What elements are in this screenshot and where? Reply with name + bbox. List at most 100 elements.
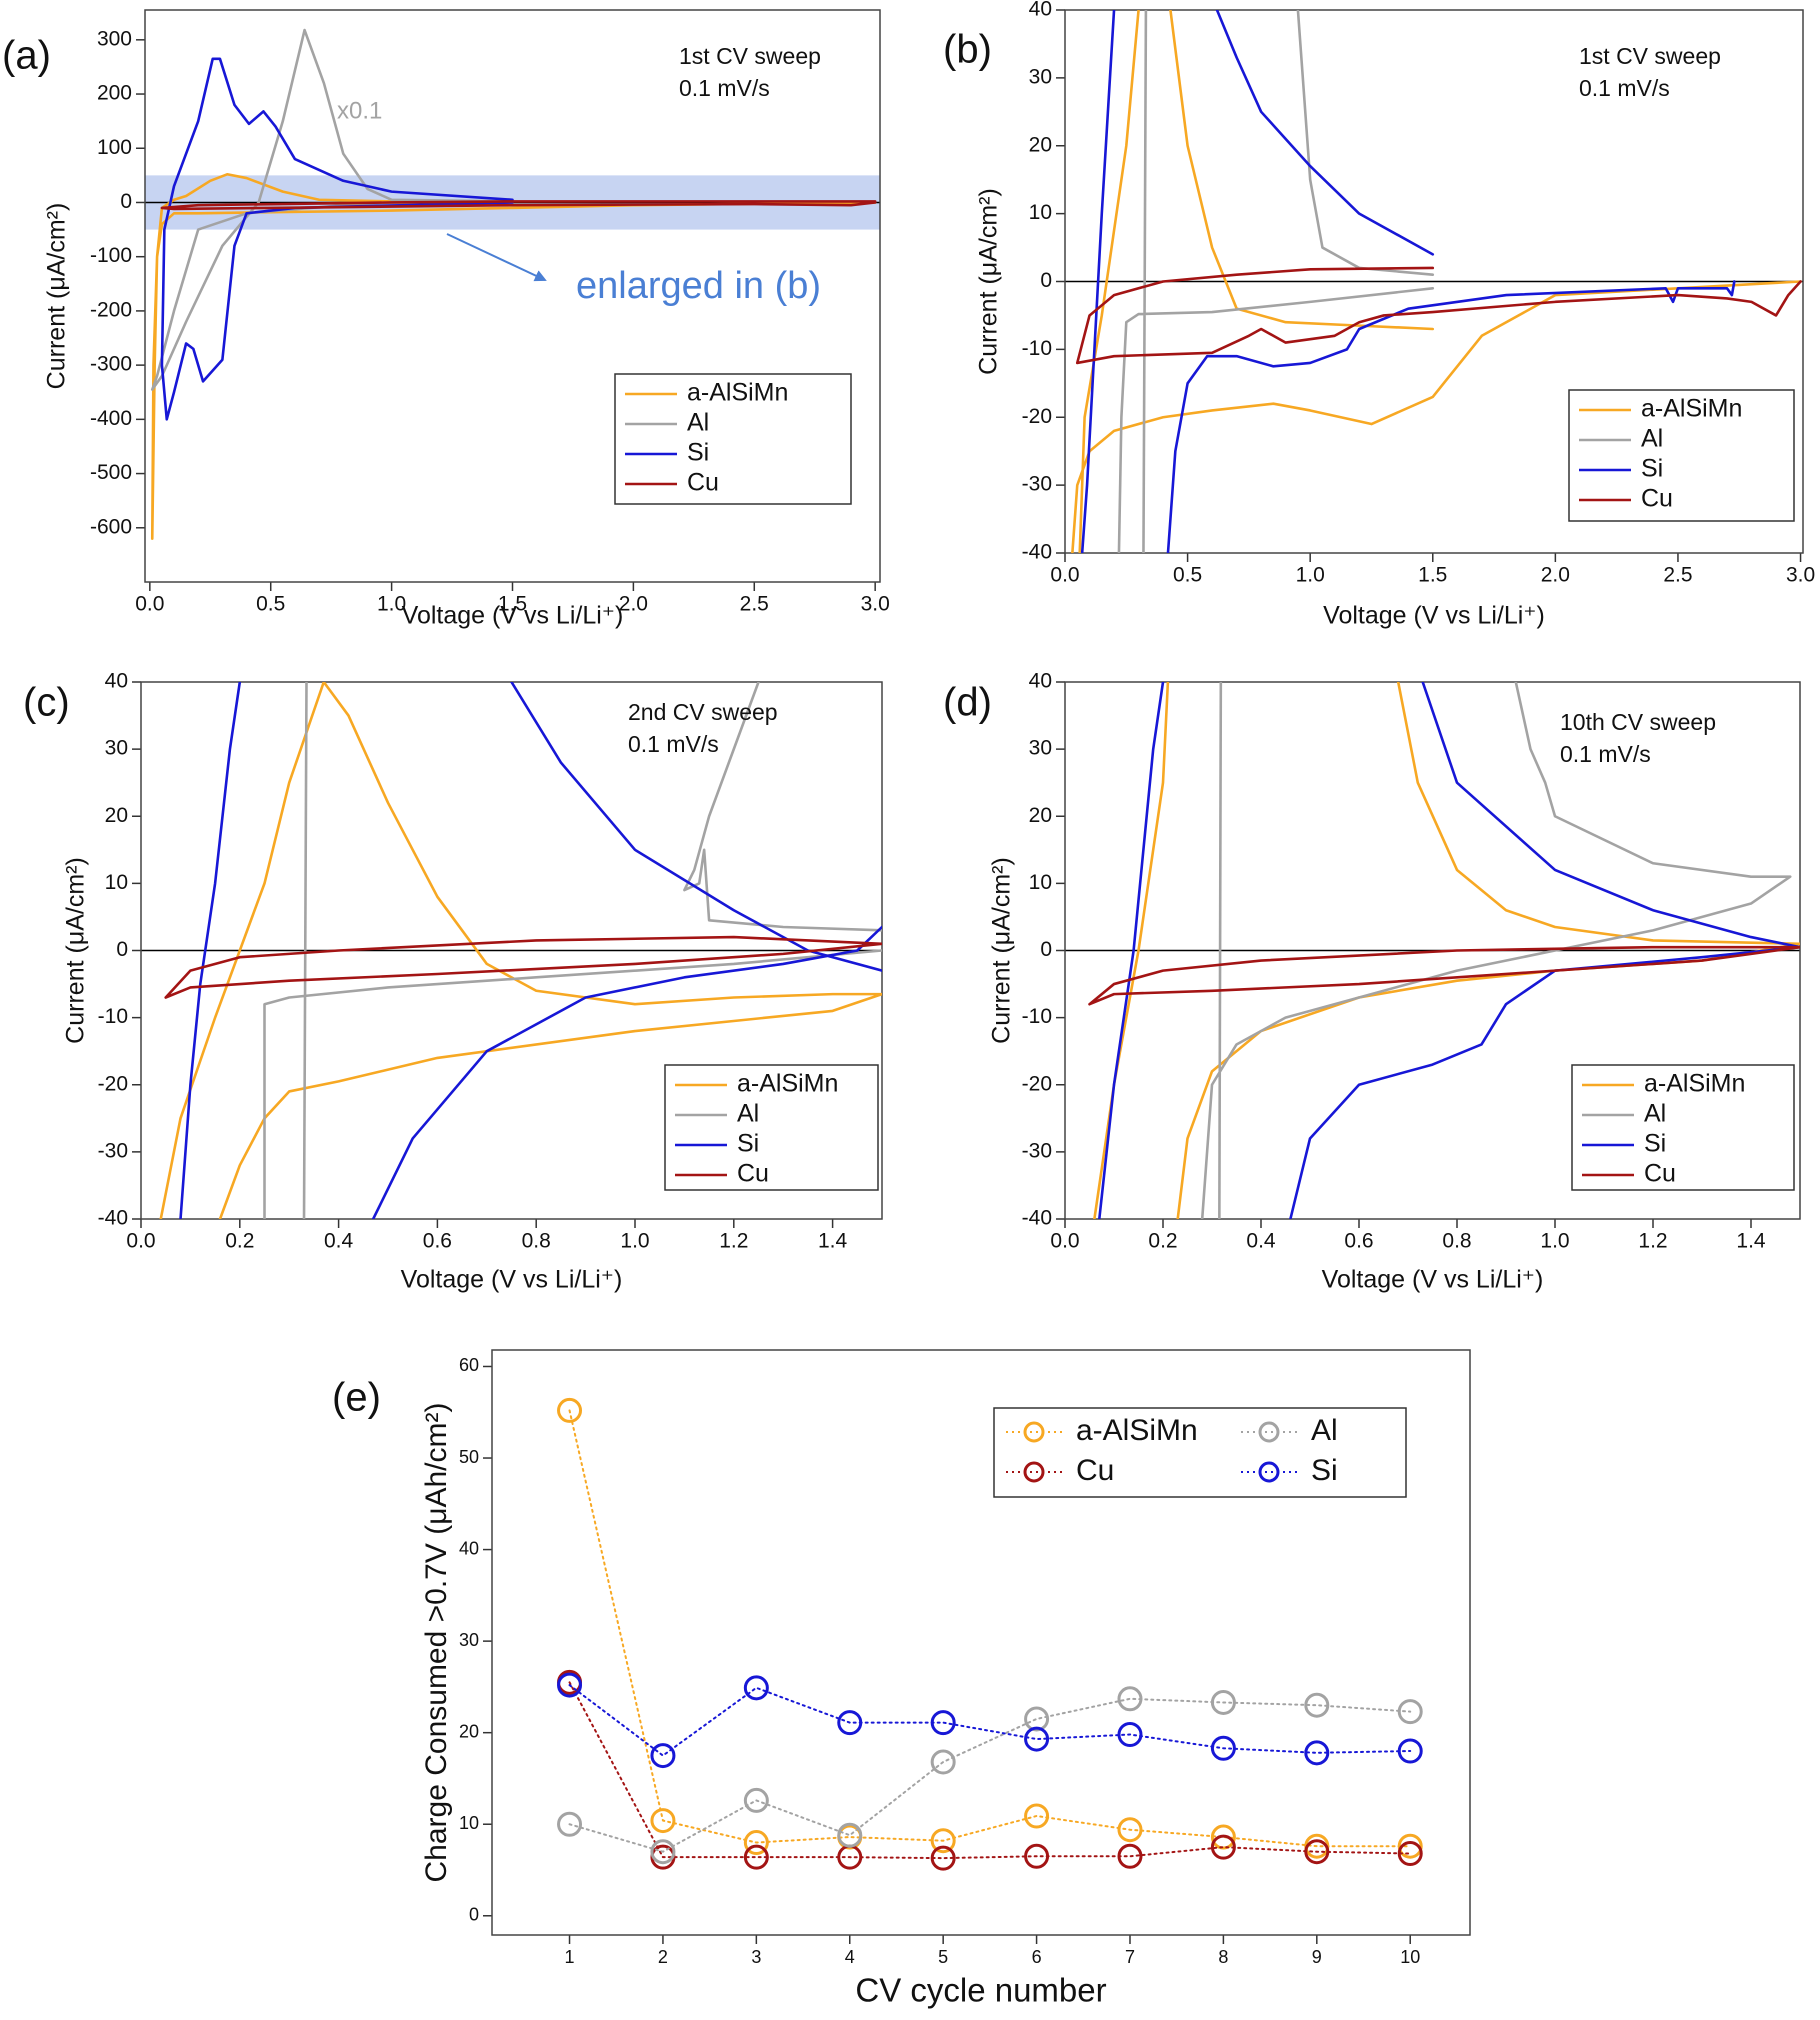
y-tick-label: -10 — [98, 1005, 128, 1028]
y-tick-label: 20 — [1029, 133, 1052, 156]
y-tick-label: 10 — [1029, 201, 1052, 224]
series-marker — [1117, 1722, 1143, 1748]
x-axis-label: Voltage (V vs Li/Li⁺) — [402, 602, 624, 630]
x-tick-label: 2.5 — [1663, 564, 1692, 587]
y-tick-label: 200 — [97, 82, 132, 105]
plot-area — [1071, 10, 1802, 553]
y-tick-label: -400 — [90, 407, 132, 430]
x-tick-label: 2 — [658, 1947, 668, 1967]
legend-label: Cu — [737, 1160, 769, 1188]
y-tick-label: 40 — [1029, 0, 1052, 21]
y-tick-label: 20 — [1029, 804, 1052, 827]
x-tick-label: 1.5 — [1418, 564, 1447, 587]
legend-label: Si — [1311, 1454, 1338, 1487]
y-tick-label: 30 — [1029, 737, 1052, 760]
legend-marker — [1258, 1461, 1280, 1483]
x-tick-label: 6 — [1032, 1947, 1042, 1967]
x-tick-label: 4 — [845, 1947, 855, 1967]
series-line — [1200, 682, 1792, 1219]
series-marker — [743, 1830, 769, 1856]
series-marker — [930, 1845, 956, 1871]
y-tick-label: 40 — [1029, 670, 1052, 693]
series-line — [160, 57, 514, 421]
legend-label: Cu — [687, 469, 719, 497]
x-tick-label: 1.4 — [818, 1230, 848, 1253]
y-tick-label: 20 — [459, 1721, 479, 1741]
series-marker — [930, 1710, 956, 1736]
series-marker — [837, 1822, 863, 1848]
series-marker — [1210, 1735, 1236, 1761]
x-tick-label: 1.5 — [498, 593, 527, 616]
series-marker — [1397, 1738, 1423, 1764]
series-marker — [650, 1839, 676, 1865]
x-tick-label: 10 — [1400, 1947, 1420, 1967]
series-marker — [650, 1743, 676, 1769]
x-tick-label: 0.5 — [1173, 564, 1202, 587]
y-tick-label: 10 — [1029, 871, 1052, 894]
series-line — [263, 682, 882, 1219]
y-tick-label: 10 — [459, 1813, 479, 1833]
series-line — [1088, 945, 1800, 1006]
series-marker — [930, 1828, 956, 1854]
y-tick-label: 50 — [459, 1447, 479, 1467]
series-marker — [1024, 1803, 1050, 1829]
legend-label: a-AlSiMn — [1076, 1414, 1198, 1447]
legend-label: Cu — [1076, 1454, 1114, 1487]
series-marker — [1117, 1843, 1143, 1869]
y-tick-label: 300 — [97, 27, 132, 50]
y-tick-label: 40 — [105, 670, 128, 693]
y-tick-label: 30 — [459, 1630, 479, 1650]
y-axis-label: Current (μA/cm²) — [43, 203, 71, 390]
legend-label: Al — [1641, 425, 1663, 453]
series-marker — [557, 1672, 583, 1698]
panel-label: (d) — [943, 681, 992, 725]
plot-area — [557, 1397, 1423, 1871]
y-tick-label: -40 — [98, 1207, 128, 1230]
series-line — [1075, 266, 1802, 365]
x-axis-label: Voltage (V vs Li/Li⁺) — [1323, 602, 1545, 630]
x-tick-label: 1.2 — [719, 1230, 748, 1253]
legend-marker — [1023, 1461, 1045, 1483]
legend-label: a-AlSiMn — [687, 379, 788, 407]
legend-label: a-AlSiMn — [1641, 395, 1742, 423]
series-marker — [557, 1811, 583, 1837]
y-tick-label: 20 — [105, 804, 128, 827]
x-tick-label: 0.4 — [1246, 1230, 1276, 1253]
plot-area — [150, 28, 877, 540]
y-tick-label: -30 — [98, 1139, 128, 1162]
series-line — [1098, 682, 1800, 1219]
series-marker — [1304, 1740, 1330, 1766]
plot-area — [159, 682, 882, 1219]
y-axis-label: Charge Consumed >0.7V (μAh/cm²) — [420, 1403, 453, 1883]
chart-title: 1st CV sweep — [1579, 43, 1721, 69]
x-tick-label: 1.0 — [377, 593, 406, 616]
plot-frame — [1064, 681, 1801, 1220]
series-marker — [1210, 1824, 1236, 1850]
y-tick-label: -300 — [90, 353, 132, 376]
y-tick-label: 30 — [105, 737, 128, 760]
y-tick-label: 10 — [105, 871, 128, 894]
y-tick-label: 100 — [97, 136, 132, 159]
series-marker — [1304, 1839, 1330, 1865]
y-tick-label: 0 — [116, 938, 128, 961]
x-tick-label: 0.4 — [324, 1230, 354, 1253]
x-tick-label: 3.0 — [1786, 564, 1815, 587]
x-tick-label: 1.0 — [620, 1230, 649, 1253]
x-tick-label: 0.2 — [1148, 1230, 1177, 1253]
series-marker — [930, 1749, 956, 1775]
series-marker — [1397, 1833, 1423, 1859]
series-marker — [1397, 1699, 1423, 1725]
x-tick-label: 1.4 — [1736, 1230, 1766, 1253]
legend-box — [614, 373, 852, 505]
x-tick-label: 0.6 — [1344, 1230, 1373, 1253]
legend-label: Cu — [1641, 485, 1673, 513]
y-tick-label: 0 — [120, 190, 132, 213]
series-line — [164, 935, 882, 999]
series-marker — [557, 1397, 583, 1423]
y-tick-label: -30 — [1022, 473, 1052, 496]
series-line — [160, 200, 877, 211]
series-marker — [1397, 1841, 1423, 1867]
y-tick-label: 40 — [459, 1538, 479, 1558]
legend-label: Si — [1641, 455, 1663, 483]
x-tick-label: 8 — [1218, 1947, 1228, 1967]
